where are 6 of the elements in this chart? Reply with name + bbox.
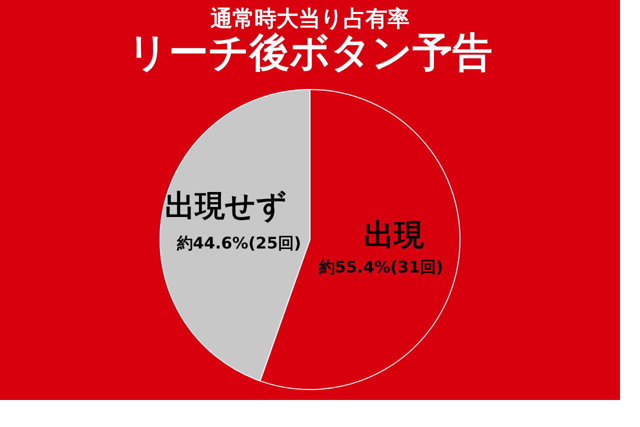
chart-subtitle: リーチ後ボタン予告 [128,30,492,76]
data-label: 約44.6%(25回) [176,233,302,252]
slice-label: 出現せず [165,189,288,224]
slice-label: 出現 [364,218,425,253]
chart-title: 通常時大当り占有率 [210,6,410,32]
data-label: 約55.4%(31回) [318,258,444,277]
